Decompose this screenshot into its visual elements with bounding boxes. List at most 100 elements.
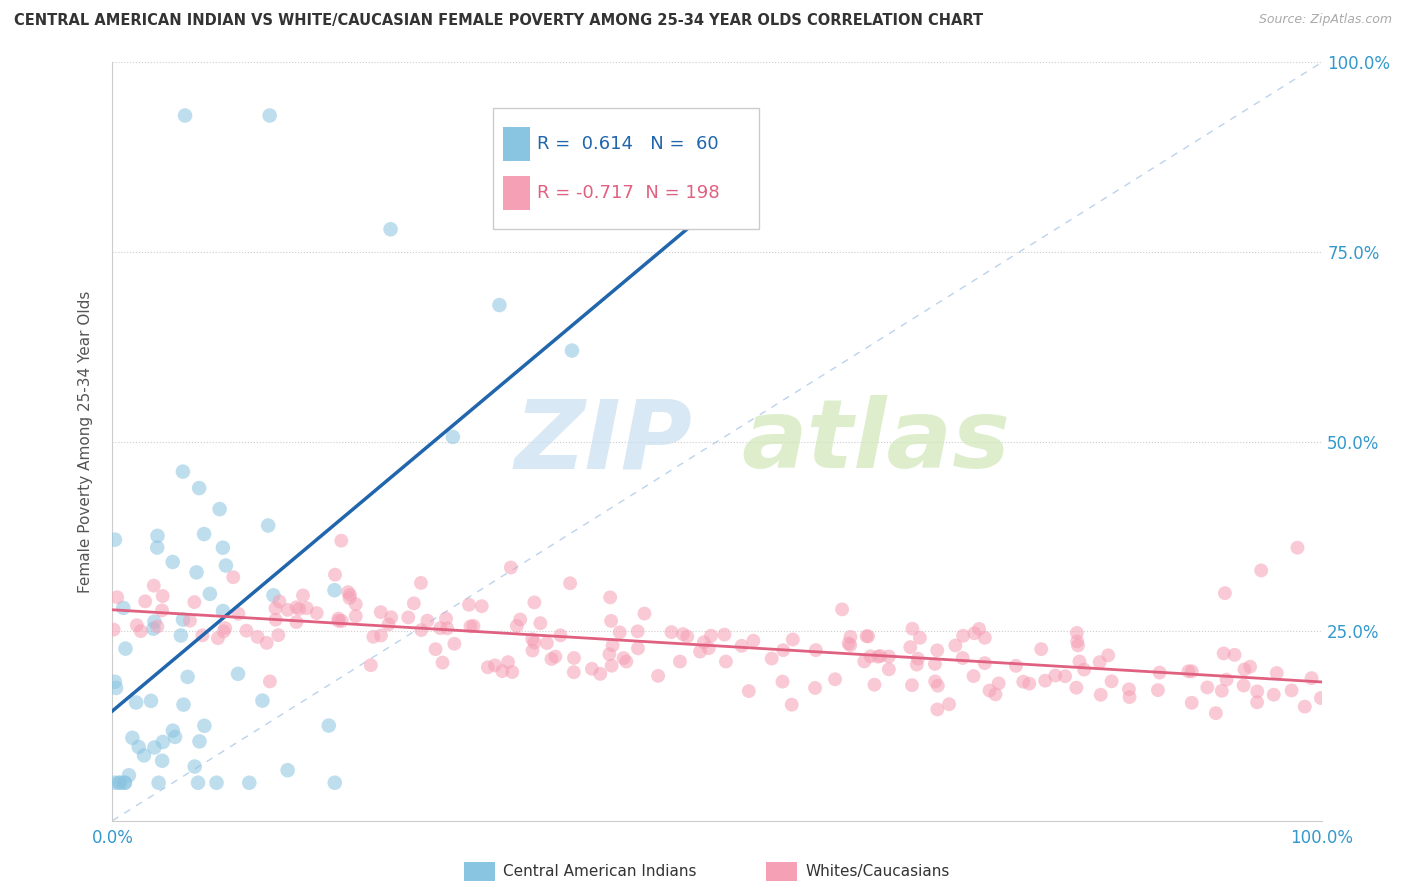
Point <box>411 623 433 637</box>
Point <box>907 651 929 665</box>
Point <box>344 597 367 611</box>
Point <box>114 776 136 790</box>
Point <box>443 637 465 651</box>
Point <box>669 655 692 669</box>
Point <box>214 621 236 635</box>
Point <box>396 610 419 624</box>
Point <box>979 683 1001 698</box>
Text: CENTRAL AMERICAN INDIAN VS WHITE/CAUCASIAN FEMALE POVERTY AMONG 25-34 YEAR OLDS : CENTRAL AMERICAN INDIAN VS WHITE/CAUCASI… <box>14 13 983 29</box>
Point <box>370 628 392 642</box>
Point <box>235 624 257 638</box>
Point <box>118 768 141 782</box>
Point <box>458 598 481 612</box>
Point <box>183 595 205 609</box>
Point <box>963 626 986 640</box>
Point <box>523 635 546 649</box>
Point <box>132 748 155 763</box>
Point <box>409 575 432 590</box>
Point <box>264 601 287 615</box>
Point <box>973 631 995 645</box>
Point <box>337 585 360 599</box>
Point <box>143 615 166 629</box>
Point <box>114 641 136 656</box>
Point <box>328 614 350 628</box>
Point <box>429 621 451 635</box>
Point <box>186 566 208 580</box>
Point <box>150 603 173 617</box>
Point <box>193 719 215 733</box>
Point <box>212 541 235 555</box>
Point <box>1147 683 1170 698</box>
Point <box>1054 669 1077 683</box>
Point <box>1250 564 1272 578</box>
Point <box>193 527 215 541</box>
Text: R =  0.614   N =  60: R = 0.614 N = 60 <box>537 135 718 153</box>
Point <box>262 588 284 602</box>
Point <box>172 465 194 479</box>
Point <box>824 673 846 687</box>
Point <box>330 533 353 548</box>
Point <box>162 555 184 569</box>
Point <box>804 681 827 695</box>
Point <box>672 627 695 641</box>
Point <box>562 651 585 665</box>
Point <box>496 655 519 669</box>
Point <box>1265 666 1288 681</box>
Point <box>602 638 624 652</box>
Point <box>506 619 529 633</box>
Point <box>1118 690 1140 705</box>
Point <box>561 343 583 358</box>
Point <box>226 666 249 681</box>
Point <box>463 619 485 633</box>
Point <box>589 666 612 681</box>
Point <box>558 576 581 591</box>
Point <box>1031 642 1053 657</box>
Point <box>600 614 623 628</box>
Point <box>1213 586 1236 600</box>
Point <box>191 628 214 642</box>
Point <box>927 643 949 657</box>
Point <box>114 776 136 790</box>
Point <box>125 696 148 710</box>
Text: R = -0.717  N = 198: R = -0.717 N = 198 <box>537 184 720 202</box>
Point <box>402 596 425 610</box>
Point <box>380 222 402 236</box>
Point <box>460 619 482 633</box>
Point <box>112 600 135 615</box>
Point <box>152 589 174 603</box>
Point <box>339 588 361 602</box>
Point <box>523 595 546 609</box>
Point <box>952 629 974 643</box>
Point <box>661 625 683 640</box>
Point <box>172 613 194 627</box>
Point <box>1033 673 1056 688</box>
Point <box>491 664 513 678</box>
Point <box>1067 639 1090 653</box>
Point <box>208 502 231 516</box>
Point <box>499 560 522 574</box>
Point <box>501 665 523 679</box>
Point <box>905 657 928 672</box>
Bar <box>494 108 759 229</box>
Point <box>633 607 655 621</box>
Point <box>693 635 716 649</box>
Point <box>627 641 650 656</box>
Point <box>1223 648 1246 662</box>
Point <box>1097 648 1119 663</box>
Point <box>1239 659 1261 673</box>
Point <box>609 625 631 640</box>
Point <box>277 603 299 617</box>
Point <box>859 649 882 664</box>
Point <box>256 636 278 650</box>
Text: atlas: atlas <box>741 395 1011 488</box>
Point <box>1066 681 1088 695</box>
Point <box>613 651 636 665</box>
Point <box>344 609 367 624</box>
Point <box>174 108 197 122</box>
Point <box>1073 663 1095 677</box>
Point <box>627 624 650 639</box>
Point <box>869 648 891 663</box>
Point <box>318 718 340 732</box>
Point <box>730 639 752 653</box>
Point <box>1181 665 1204 679</box>
